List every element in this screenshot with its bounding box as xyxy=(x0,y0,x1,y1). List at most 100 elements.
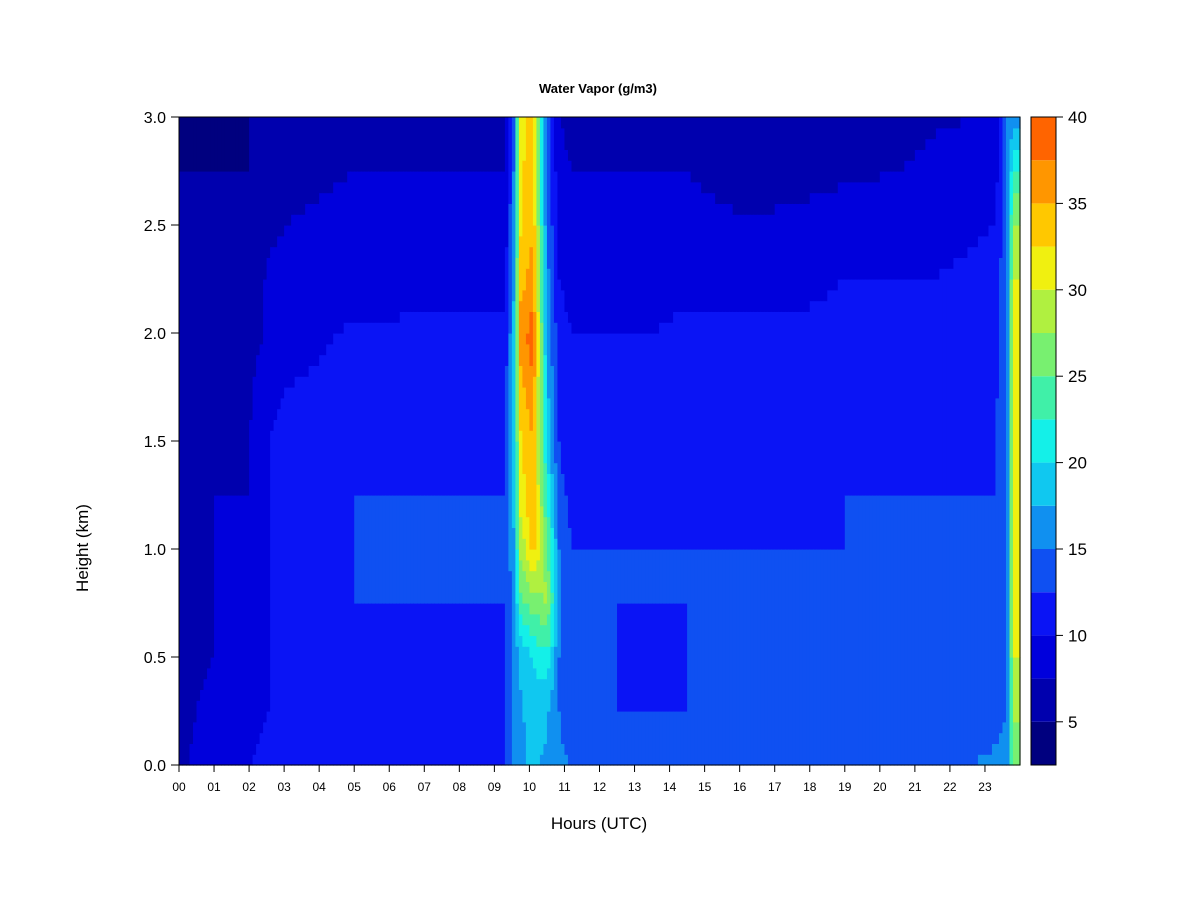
heatmap-cell xyxy=(553,646,559,766)
heatmap-cell xyxy=(245,171,250,496)
heatmap-cell xyxy=(378,322,383,496)
heatmap-cell xyxy=(396,603,401,766)
heatmap-cell xyxy=(287,387,292,766)
heatmap-cell xyxy=(438,495,443,604)
heatmap-cell xyxy=(389,117,394,172)
heatmap-cell xyxy=(967,495,972,766)
x-tick-label: 04 xyxy=(312,780,326,794)
heatmap-cell xyxy=(522,570,527,604)
heatmap-cell xyxy=(578,333,583,550)
heatmap-cell xyxy=(900,117,905,172)
heatmap-cell xyxy=(599,171,604,334)
heatmap-cell xyxy=(788,311,793,550)
heatmap-cell xyxy=(231,117,236,172)
heatmap-cell xyxy=(683,171,688,312)
heatmap-cell xyxy=(242,171,247,496)
heatmap-cell xyxy=(599,117,604,172)
heatmap-cell xyxy=(704,311,709,550)
heatmap-cell xyxy=(1016,279,1021,658)
heatmap-cell xyxy=(876,495,881,766)
heatmap-cell xyxy=(890,495,895,766)
heatmap-cell xyxy=(403,117,408,172)
heatmap-cell xyxy=(364,603,369,766)
heatmap-cell xyxy=(462,603,467,766)
heatmap-cell xyxy=(553,117,559,172)
heatmap-cell xyxy=(655,171,660,334)
heatmap-cell xyxy=(620,171,625,334)
heatmap-cell xyxy=(634,549,639,604)
heatmap-cell xyxy=(634,711,639,766)
heatmap-cell xyxy=(729,203,734,312)
heatmap-cell xyxy=(648,333,653,550)
heatmap-cell xyxy=(736,311,741,550)
heatmap-cell xyxy=(266,257,271,712)
heatmap-cell xyxy=(820,549,825,766)
heatmap-cell xyxy=(543,743,548,766)
colorbar-frame xyxy=(1030,116,1057,766)
heatmap-cell xyxy=(806,203,811,312)
heatmap-plot-area xyxy=(179,117,1021,766)
heatmap-cell xyxy=(221,495,226,766)
heatmap-cell xyxy=(739,311,744,550)
heatmap-cell xyxy=(224,117,229,172)
heatmap-cell xyxy=(680,603,685,712)
heatmap-cell xyxy=(858,279,863,496)
heatmap-cell xyxy=(918,279,923,496)
heatmap-cell xyxy=(841,117,846,183)
heatmap-cell xyxy=(546,268,552,399)
heatmap-cell xyxy=(981,754,986,766)
heatmap-cell xyxy=(308,365,313,766)
heatmap-cell xyxy=(834,117,839,194)
heatmap-cell xyxy=(648,603,653,712)
heatmap-cell xyxy=(354,322,359,496)
heatmap-cell xyxy=(697,311,702,550)
heatmap-cell xyxy=(347,322,352,766)
heatmap-cell xyxy=(536,559,541,593)
heatmap-cell xyxy=(487,495,492,604)
heatmap-cell xyxy=(624,333,629,550)
heatmap-cell xyxy=(350,322,355,766)
heatmap-cell xyxy=(620,117,625,172)
heatmap-cell xyxy=(431,311,436,496)
heatmap-cell xyxy=(662,322,667,550)
heatmap-cell xyxy=(469,603,474,766)
heatmap-cell xyxy=(280,397,285,766)
heatmap-cell xyxy=(981,495,986,755)
heatmap-cell xyxy=(259,732,264,766)
heatmap-cell xyxy=(459,311,464,496)
heatmap-cell xyxy=(214,171,219,496)
heatmap-cell xyxy=(354,603,359,766)
heatmap-cell xyxy=(886,495,891,766)
heatmap-cell xyxy=(179,171,184,766)
heatmap-cell xyxy=(336,181,341,334)
heatmap-cell xyxy=(802,203,807,312)
heatmap-cell xyxy=(564,495,569,755)
heatmap-cell xyxy=(378,171,383,323)
heatmap-cell xyxy=(750,549,755,766)
heatmap-cell xyxy=(193,171,198,723)
heatmap-cell xyxy=(669,603,674,712)
heatmap-cell xyxy=(669,171,674,323)
heatmap-cell xyxy=(1012,127,1018,150)
heatmap-cell xyxy=(350,171,355,323)
heatmap-cell xyxy=(638,711,643,766)
heatmap-cell xyxy=(392,117,397,172)
heatmap-cell xyxy=(627,333,632,550)
heatmap-cell xyxy=(729,117,734,204)
heatmap-cell xyxy=(497,603,502,766)
heatmap-cell xyxy=(371,117,376,172)
heatmap-cell xyxy=(641,171,646,334)
heatmap-cell xyxy=(574,171,580,334)
heatmap-cell xyxy=(525,581,531,604)
heatmap-cell xyxy=(459,171,464,312)
heatmap-cell xyxy=(529,117,534,248)
heatmap-cell xyxy=(837,181,842,280)
heatmap-cell xyxy=(574,333,580,550)
y-tick-label: 1.0 xyxy=(144,542,166,559)
heatmap-cell xyxy=(333,333,338,766)
heatmap-cell xyxy=(676,171,681,312)
heatmap-cell xyxy=(525,343,531,410)
heatmap-cell xyxy=(904,495,909,766)
heatmap-cell xyxy=(420,603,425,766)
heatmap-cell xyxy=(806,117,811,204)
